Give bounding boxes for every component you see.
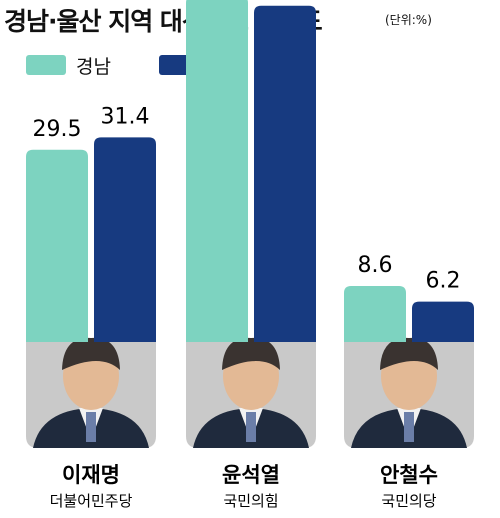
ahn-cheolsoo-photo-hair: [380, 337, 438, 370]
legend-swatch-gyeongnam: [26, 55, 66, 75]
bar-ahn-cheolsoo-gyeongnam: [344, 285, 406, 342]
unit-note: (단위:%): [385, 13, 432, 27]
legend-label-gyeongnam: 경남: [76, 55, 111, 78]
party-name-ahn-cheolsoo: 국민의당: [381, 492, 436, 510]
value-label-lee-jaemyung-ulsan: 31.4: [101, 104, 150, 129]
lee-jaemyung-photo-tie: [86, 412, 96, 442]
bar-lee-jaemyung-gyeongnam: [26, 149, 88, 342]
bar-yoon-sukyeol-ulsan: [254, 5, 316, 343]
bar-yoon-sukyeol-gyeongnam: [186, 0, 248, 342]
value-label-lee-jaemyung-gyeongnam: 29.5: [33, 117, 82, 142]
lee-jaemyung-photo-hair: [62, 337, 120, 370]
candidate-name-lee-jaemyung: 이재명: [62, 463, 120, 487]
yoon-sukyeol-photo-tie: [246, 412, 256, 442]
party-name-lee-jaemyung: 더불어민주당: [50, 492, 133, 510]
bar-lee-jaemyung-ulsan: [94, 137, 156, 342]
value-label-ahn-cheolsoo-gyeongnam: 8.6: [358, 253, 393, 278]
value-label-ahn-cheolsoo-ulsan: 6.2: [426, 269, 461, 294]
candidate-name-ahn-cheolsoo: 안철수: [380, 463, 438, 487]
legend-item-gyeongnam: 경남: [26, 54, 111, 78]
party-name-yoon-sukyeol: 국민의힘: [223, 492, 278, 510]
bar-ahn-cheolsoo-ulsan: [412, 301, 474, 342]
candidate-name-yoon-sukyeol: 윤석열: [222, 463, 280, 487]
yoon-sukyeol-photo-hair: [222, 337, 280, 370]
ahn-cheolsoo-photo-tie: [404, 412, 414, 442]
